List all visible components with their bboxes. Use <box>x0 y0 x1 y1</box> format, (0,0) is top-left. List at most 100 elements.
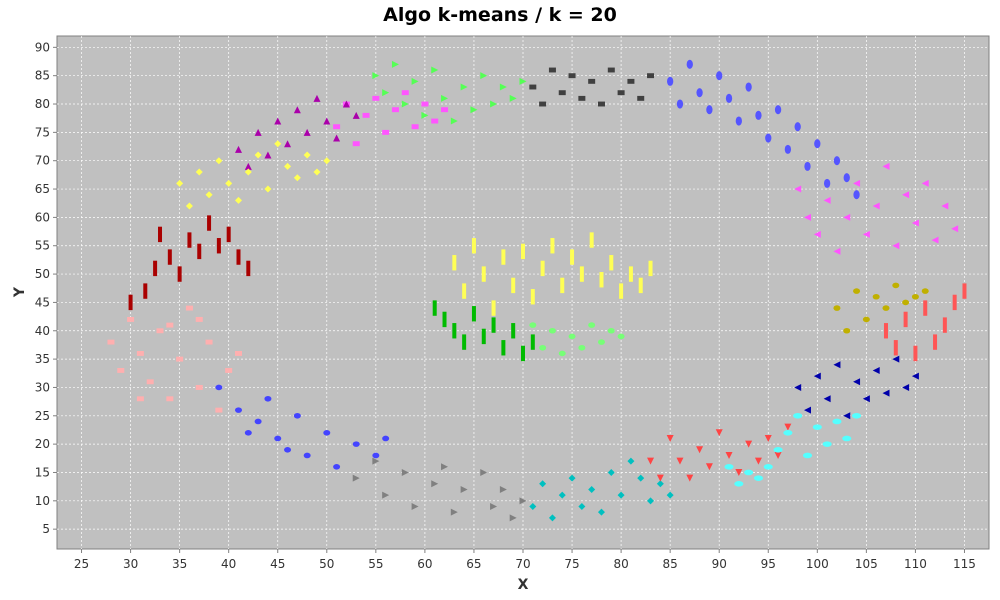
data-point <box>333 464 341 470</box>
data-point <box>822 441 832 447</box>
data-point <box>558 90 566 96</box>
data-point <box>450 508 458 516</box>
data-point <box>166 322 174 328</box>
data-point <box>735 116 742 126</box>
data-point <box>599 272 604 288</box>
data-point <box>862 230 870 238</box>
y-tick-label: 60 <box>35 210 50 224</box>
data-point <box>176 356 184 362</box>
data-point <box>352 141 360 147</box>
y-tick-label: 90 <box>35 40 50 54</box>
data-point <box>570 249 575 265</box>
data-point <box>313 94 321 102</box>
data-point <box>666 434 674 442</box>
data-point <box>617 491 625 499</box>
data-point <box>892 242 900 250</box>
data-point <box>501 249 506 265</box>
data-point <box>911 293 919 300</box>
data-point <box>333 124 341 130</box>
y-tick-label: 50 <box>35 267 50 281</box>
data-point <box>853 179 861 187</box>
data-point <box>323 117 331 125</box>
x-tick-label: 80 <box>613 557 628 571</box>
data-point <box>293 412 301 419</box>
x-tick-label: 60 <box>417 557 432 571</box>
data-point <box>185 305 193 311</box>
data-point <box>382 435 390 442</box>
data-point <box>804 213 812 221</box>
data-point <box>578 502 586 510</box>
data-point <box>923 300 928 316</box>
data-point <box>656 474 664 482</box>
x-tick-label: 55 <box>368 557 383 571</box>
data-point <box>933 334 938 350</box>
data-point <box>725 451 733 459</box>
data-point <box>491 317 496 333</box>
data-point <box>941 202 949 210</box>
data-point <box>853 378 861 386</box>
data-point <box>136 350 144 356</box>
data-point <box>773 447 783 453</box>
data-point <box>452 255 457 271</box>
data-point <box>706 105 713 115</box>
data-point <box>813 230 821 238</box>
data-point <box>382 89 390 97</box>
data-point <box>236 249 241 265</box>
data-point <box>754 457 762 465</box>
data-point <box>293 106 301 114</box>
data-point <box>244 162 252 170</box>
data-point <box>246 260 251 277</box>
data-point <box>539 344 547 351</box>
data-point <box>323 157 331 165</box>
data-point <box>931 236 939 244</box>
data-point <box>548 327 556 334</box>
data-point <box>303 452 311 459</box>
data-point <box>216 238 221 254</box>
data-point <box>215 407 223 413</box>
data-point <box>441 94 449 102</box>
data-point <box>158 226 163 243</box>
data-point <box>511 277 516 294</box>
data-point <box>441 463 449 471</box>
data-point <box>176 179 184 187</box>
data-point <box>244 429 252 436</box>
data-point <box>254 418 262 425</box>
data-point <box>794 383 802 391</box>
data-point <box>745 440 753 448</box>
data-point <box>303 151 311 159</box>
data-point <box>794 122 801 132</box>
x-tick-label: 25 <box>74 557 89 571</box>
data-point <box>284 140 292 148</box>
data-point <box>450 117 458 125</box>
data-point <box>558 350 566 357</box>
data-point <box>128 294 133 311</box>
data-point <box>490 502 498 510</box>
x-tick-label: 45 <box>270 557 285 571</box>
data-point <box>264 185 272 193</box>
data-point <box>207 215 212 231</box>
x-tick-label: 105 <box>855 557 878 571</box>
data-point <box>597 101 605 107</box>
data-point <box>812 424 822 430</box>
data-point <box>521 243 525 260</box>
x-tick-label: 35 <box>172 557 187 571</box>
data-point <box>882 162 890 170</box>
data-point <box>579 266 584 282</box>
data-point <box>153 260 158 277</box>
data-point <box>716 71 723 81</box>
data-point <box>942 317 947 333</box>
data-point <box>843 327 851 334</box>
data-point <box>578 344 586 351</box>
data-point <box>185 202 193 210</box>
data-point <box>882 389 890 397</box>
data-point <box>588 78 596 84</box>
data-point <box>784 423 792 431</box>
y-tick-label: 35 <box>35 352 50 366</box>
data-point <box>382 491 390 499</box>
data-point <box>892 355 900 363</box>
data-point <box>764 434 772 442</box>
data-point <box>921 288 929 294</box>
data-point <box>499 83 507 91</box>
data-point <box>548 67 556 73</box>
